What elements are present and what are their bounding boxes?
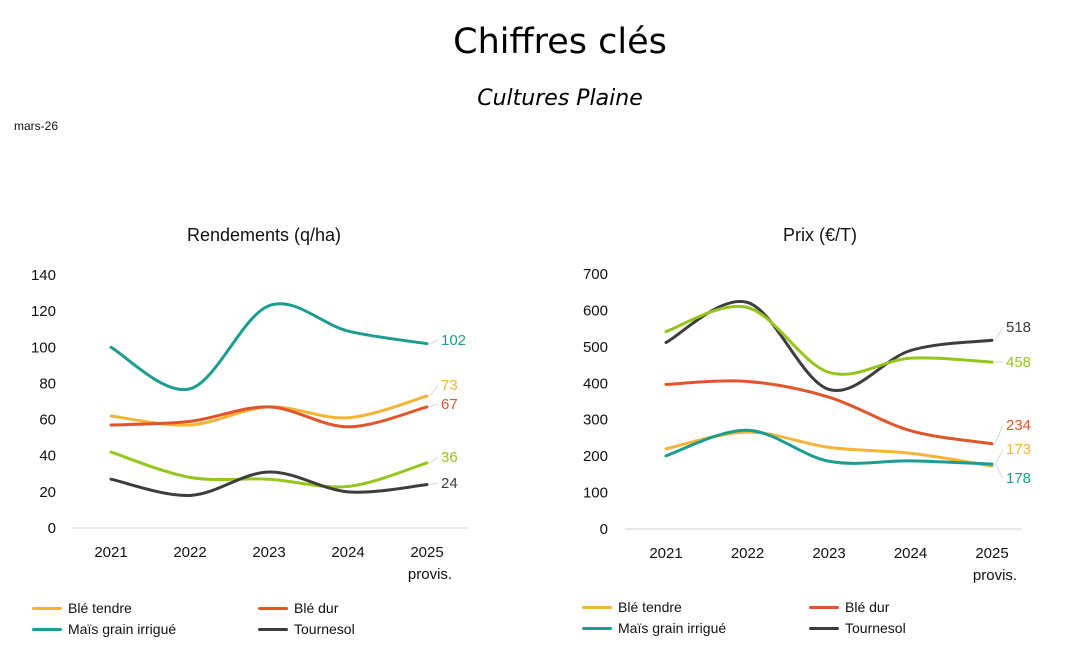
data-label-leader bbox=[994, 463, 1004, 479]
legend-item-tournesol-1: Tournesol bbox=[258, 621, 355, 637]
data-label-leader bbox=[429, 384, 439, 397]
y-tick-label: 0 bbox=[48, 520, 56, 537]
x-tick-label: 2023 bbox=[252, 544, 285, 561]
data-label-leader bbox=[994, 424, 1004, 444]
series-line bbox=[664, 299, 994, 393]
data-label: 173 bbox=[1006, 441, 1031, 458]
legend-label: Tournesol bbox=[845, 620, 906, 636]
x-tick-label: 2022 bbox=[731, 545, 764, 562]
legend-swatch bbox=[809, 626, 839, 630]
legend-label: Blé dur bbox=[845, 599, 890, 615]
page-title: Chiffres clés bbox=[453, 22, 667, 62]
legend-item-ble-dur-2: Blé dur bbox=[809, 599, 889, 615]
y-tick-label: 140 bbox=[31, 267, 56, 284]
legend-swatch bbox=[32, 627, 62, 631]
x-tick-label: 2021 bbox=[649, 545, 682, 562]
y-tick-label: 80 bbox=[39, 375, 56, 392]
legend-label: Maïs grain irrigué bbox=[68, 621, 177, 637]
x-tick-label: 2025 bbox=[975, 545, 1008, 562]
legend-label: Tournesol bbox=[294, 621, 355, 637]
y-tick-label: 700 bbox=[583, 266, 608, 283]
legend-item-mais-1: Maïs grain irrigué bbox=[32, 621, 176, 637]
legend-label: Blé tendre bbox=[68, 600, 132, 616]
legend-label: Maïs grain irrigué bbox=[618, 620, 727, 636]
legend-item-ble-tendre-1: Blé tendre bbox=[32, 600, 132, 616]
x-tick-sublabel: provis. bbox=[408, 566, 452, 583]
x-tick-label: 2025 bbox=[410, 544, 443, 561]
data-label: 67 bbox=[441, 396, 458, 413]
data-label: 458 bbox=[1006, 354, 1031, 371]
x-tick-sublabel: provis. bbox=[973, 567, 1017, 584]
legend-swatch bbox=[809, 605, 839, 609]
series-line bbox=[109, 450, 429, 489]
legend-item-ble-tendre-2: Blé tendre bbox=[582, 599, 682, 615]
legend-swatch bbox=[32, 606, 62, 610]
y-tick-label: 300 bbox=[583, 412, 608, 429]
y-tick-label: 200 bbox=[583, 448, 608, 465]
page-subtitle: Cultures Plaine bbox=[477, 86, 643, 111]
x-tick-label: 2021 bbox=[94, 544, 127, 561]
legend-swatch bbox=[582, 626, 612, 630]
data-label-leader bbox=[429, 482, 439, 486]
y-tick-label: 20 bbox=[39, 484, 56, 501]
data-label-leader bbox=[429, 403, 439, 408]
y-tick-label: 120 bbox=[31, 303, 56, 320]
series-line bbox=[664, 304, 994, 376]
date-label: mars-26 bbox=[14, 119, 59, 133]
legend-swatch bbox=[258, 606, 288, 610]
data-label-leader bbox=[994, 448, 1004, 467]
data-label: 73 bbox=[441, 377, 458, 394]
data-label: 234 bbox=[1006, 417, 1031, 434]
y-tick-label: 60 bbox=[39, 412, 56, 429]
y-tick-label: 600 bbox=[583, 302, 608, 319]
data-label: 102 bbox=[441, 332, 466, 349]
data-label-leader bbox=[994, 326, 1004, 341]
series-line bbox=[109, 302, 429, 392]
x-tick-label: 2023 bbox=[812, 545, 845, 562]
data-label-leader bbox=[429, 339, 439, 345]
legend-swatch bbox=[582, 605, 612, 609]
series-line bbox=[109, 405, 429, 429]
legend-swatch bbox=[258, 627, 288, 631]
chart-title: Rendements (q/ha) bbox=[187, 225, 341, 245]
y-tick-label: 100 bbox=[31, 339, 56, 356]
x-tick-label: 2024 bbox=[894, 545, 927, 562]
y-tick-label: 500 bbox=[583, 339, 608, 356]
legend-label: Blé dur bbox=[294, 600, 339, 616]
data-label: 518 bbox=[1006, 319, 1031, 336]
legend-item-mais-2: Maïs grain irrigué bbox=[582, 620, 726, 636]
y-tick-label: 40 bbox=[39, 448, 56, 465]
data-label: 24 bbox=[441, 475, 458, 492]
legend-item-tournesol-2: Tournesol bbox=[809, 620, 906, 636]
data-label-leader bbox=[429, 456, 439, 464]
data-label: 178 bbox=[1006, 470, 1031, 487]
y-tick-label: 0 bbox=[600, 521, 608, 538]
series-line bbox=[109, 470, 429, 497]
legend-item-ble-dur-1: Blé dur bbox=[258, 600, 338, 616]
x-tick-label: 2024 bbox=[331, 544, 364, 561]
legend-label: Blé tendre bbox=[618, 599, 682, 615]
y-tick-label: 100 bbox=[583, 485, 608, 502]
series-line bbox=[664, 428, 994, 466]
y-tick-label: 400 bbox=[583, 375, 608, 392]
data-label: 36 bbox=[441, 449, 458, 466]
chart-title: Prix (€/T) bbox=[783, 225, 857, 245]
series-line bbox=[664, 379, 994, 446]
x-tick-label: 2022 bbox=[173, 544, 206, 561]
